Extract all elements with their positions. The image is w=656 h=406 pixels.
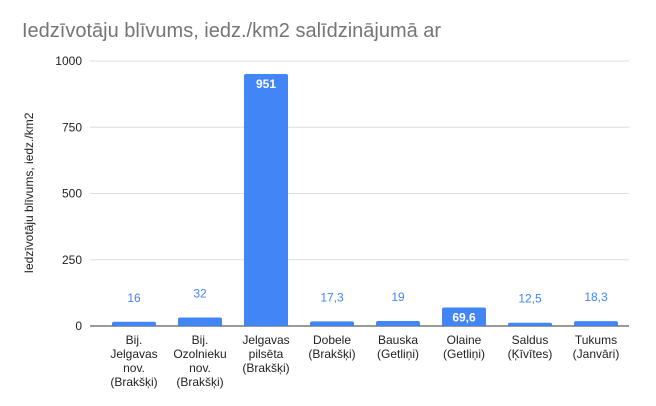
- value-label: 951: [256, 77, 276, 91]
- x-tick-label: Jelgavas: [110, 347, 157, 361]
- x-tick-label: nov.: [189, 361, 211, 375]
- bar: [178, 317, 222, 326]
- value-label: 16: [127, 291, 141, 305]
- x-tick-label: (Janvāri): [573, 347, 620, 361]
- x-tick-label: (Brakšķi): [242, 361, 289, 375]
- value-label: 32: [193, 287, 207, 301]
- y-tick-label: 250: [62, 253, 82, 267]
- x-tick-label: (Getliņi): [443, 347, 485, 361]
- y-tick-label: 0: [75, 319, 82, 333]
- x-tick-label: Saldus: [512, 333, 549, 347]
- x-tick-label: (Brakšķi): [110, 375, 157, 389]
- x-tick-label: Bij.: [192, 333, 209, 347]
- y-axis-label: Iedzīvotāju blīvums, iedz./km2: [22, 112, 36, 273]
- x-tick-label: Dobele: [313, 333, 351, 347]
- bar: [508, 322, 552, 326]
- y-tick-label: 1000: [55, 54, 82, 68]
- x-tick-label: (Brakšķi): [176, 375, 223, 389]
- x-tick-label: Tukums: [575, 333, 617, 347]
- bar: [442, 307, 486, 326]
- x-tick-label: (Getliņi): [377, 347, 419, 361]
- x-tick-label: Bij.: [126, 333, 143, 347]
- x-tick-label: (Brakšķi): [308, 347, 355, 361]
- value-label: 12,5: [518, 292, 542, 306]
- value-label: 18,3: [584, 290, 608, 304]
- value-label: 17,3: [320, 290, 344, 304]
- x-tick-label: Jelgavas: [242, 333, 289, 347]
- bar: [244, 73, 288, 326]
- bar: [310, 321, 354, 326]
- x-tick-label: nov.: [123, 361, 145, 375]
- value-label: 19: [391, 290, 405, 304]
- x-tick-label: Olaine: [447, 333, 482, 347]
- x-tick-label: pilsēta: [249, 347, 284, 361]
- y-tick-label: 500: [62, 187, 82, 201]
- x-tick-label: Ozolnieku: [173, 347, 226, 361]
- bar: [376, 320, 420, 326]
- x-tick-label: (Ķīvītes): [508, 347, 553, 361]
- bar: [574, 321, 618, 326]
- bar: [112, 321, 156, 326]
- y-tick-label: 750: [62, 120, 82, 134]
- value-label: 69,6: [452, 311, 476, 325]
- x-tick-label: Bauska: [378, 333, 418, 347]
- chart-title: Iedzīvotāju blīvums, iedz./km2 salīdzinā…: [22, 20, 441, 42]
